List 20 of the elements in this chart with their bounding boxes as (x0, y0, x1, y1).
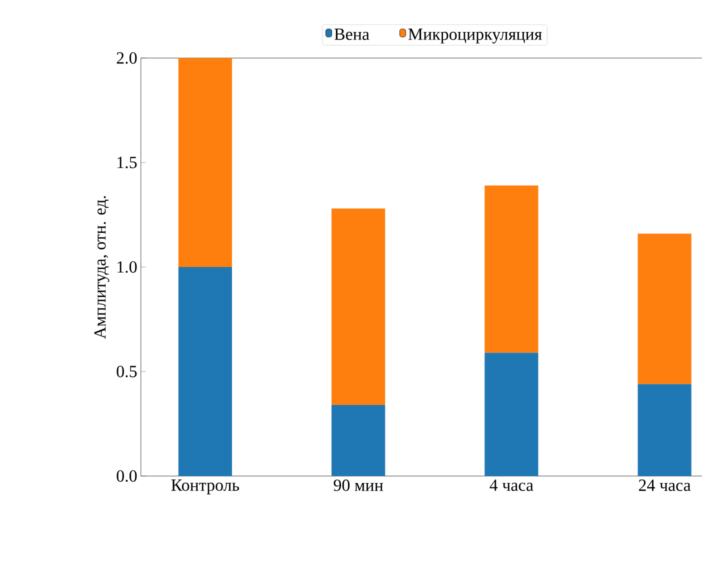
bar (638, 384, 692, 476)
legend-label: Вена (334, 28, 370, 40)
x-tick-label: Контроль (171, 480, 240, 494)
bar (178, 267, 232, 476)
y-tick-label: 1.0 (118, 261, 137, 273)
x-tick-label: 90 мин (334, 480, 384, 492)
y-tick-label: 0.0 (116, 470, 137, 482)
bar (484, 186, 538, 353)
bar (484, 352, 538, 476)
y-tick-label: 0.5 (116, 366, 137, 378)
bar (178, 58, 232, 268)
bar (638, 234, 692, 384)
y-tick-label: 1.5 (118, 156, 137, 168)
y-tick-label: 2.0 (116, 52, 137, 64)
legend-label: Микроциркуляция (408, 28, 542, 44)
x-tick-label: 4 часа (490, 480, 534, 491)
bar (332, 404, 386, 476)
y-axis-title: Амплитуда, отн. ед. (94, 196, 110, 339)
x-tick-label: 24 часа (638, 480, 691, 491)
bar (332, 208, 386, 405)
